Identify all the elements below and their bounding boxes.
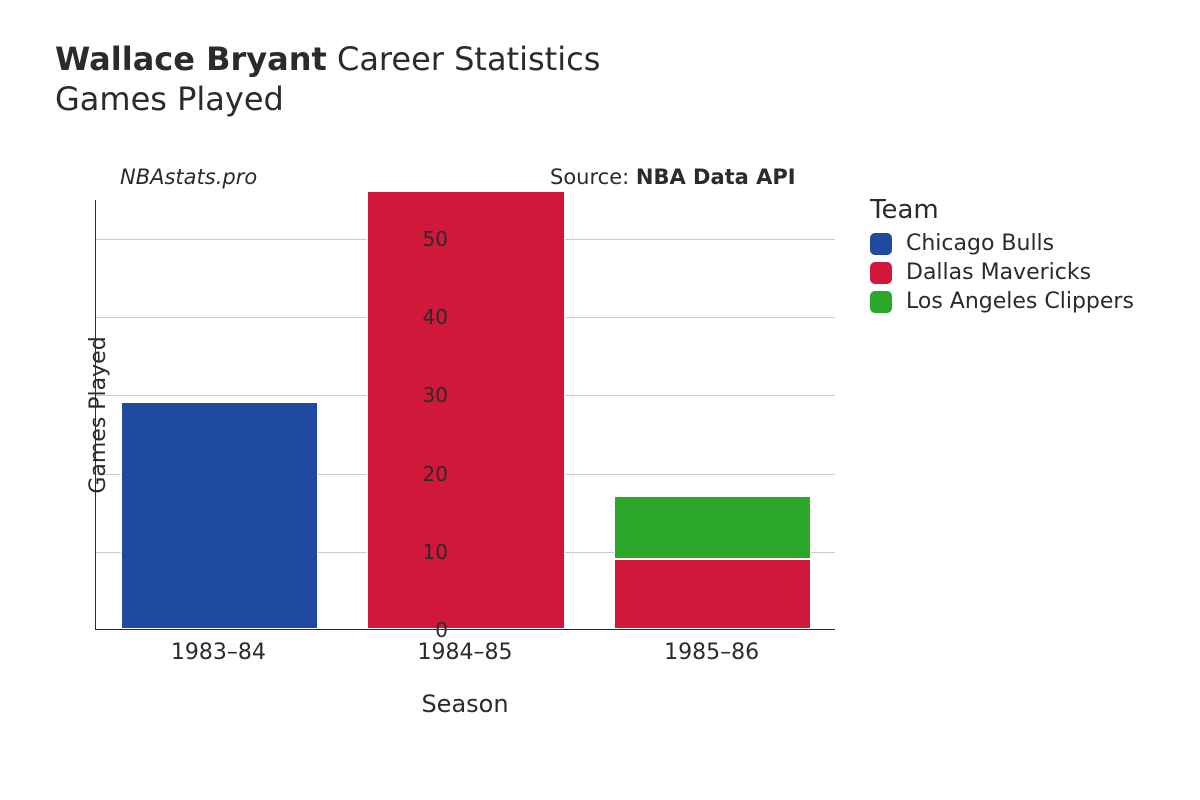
- bar-segment: [121, 402, 318, 629]
- bar-segment: [614, 559, 811, 629]
- site-credit: NBAstats.pro: [120, 165, 257, 189]
- bar-segment: [614, 496, 811, 559]
- chart-title: Wallace Bryant Career Statistics Games P…: [55, 40, 600, 118]
- x-tick-label: 1985–86: [664, 640, 759, 665]
- source-credit: Source: NBA Data API: [550, 165, 796, 189]
- title-line-2: Games Played: [55, 80, 600, 118]
- y-axis-label: Games Played: [86, 336, 111, 493]
- legend-label: Los Angeles Clippers: [906, 289, 1134, 314]
- y-tick-label: 20: [398, 462, 448, 486]
- legend: Team Chicago Bulls Dallas Mavericks Los An…: [870, 195, 1134, 318]
- title-rest: Career Statistics: [327, 40, 601, 78]
- x-tick-label: 1983–84: [171, 640, 266, 665]
- y-tick-label: 50: [398, 227, 448, 251]
- bar-segment: [367, 191, 564, 629]
- bar-group: [121, 402, 318, 629]
- plot: [95, 200, 835, 630]
- x-axis-label: Season: [421, 690, 508, 718]
- legend-item: Chicago Bulls: [870, 231, 1134, 256]
- legend-title: Team: [870, 195, 1134, 225]
- x-tick-label: 1984–85: [418, 640, 513, 665]
- legend-swatch: [870, 262, 892, 284]
- source-name: NBA Data API: [636, 165, 796, 189]
- y-tick-label: 10: [398, 540, 448, 564]
- legend-item: Dallas Mavericks: [870, 260, 1134, 285]
- bar-group: [614, 496, 811, 629]
- legend-swatch: [870, 233, 892, 255]
- y-tick-label: 0: [398, 618, 448, 642]
- legend-label: Chicago Bulls: [906, 231, 1054, 256]
- chart-root: Wallace Bryant Career Statistics Games P…: [0, 0, 1200, 800]
- title-line-1: Wallace Bryant Career Statistics: [55, 40, 600, 78]
- title-player-name: Wallace Bryant: [55, 40, 327, 78]
- legend-item: Los Angeles Clippers: [870, 289, 1134, 314]
- y-tick-label: 30: [398, 383, 448, 407]
- legend-label: Dallas Mavericks: [906, 260, 1091, 285]
- source-prefix: Source:: [550, 165, 636, 189]
- y-tick-label: 40: [398, 305, 448, 329]
- legend-items: Chicago Bulls Dallas Mavericks Los Angeles…: [870, 231, 1134, 314]
- bar-group: [367, 191, 564, 629]
- plot-area: [95, 200, 835, 630]
- legend-swatch: [870, 291, 892, 313]
